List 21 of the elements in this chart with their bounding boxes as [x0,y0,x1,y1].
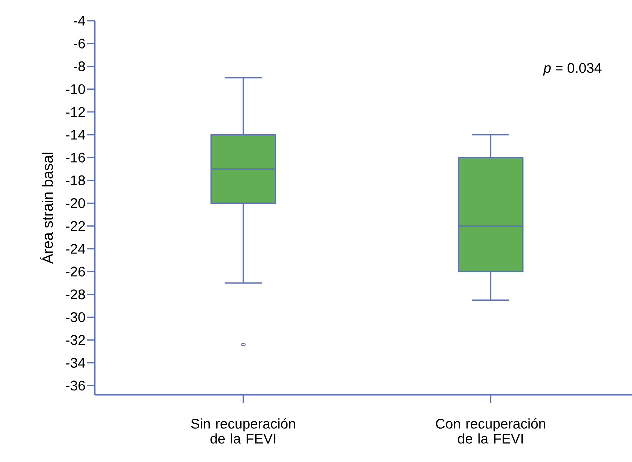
y-tick-label: -8 [74,62,86,72]
y-tick-label: -6 [74,38,86,49]
y-tick-label: -26 [66,266,86,277]
y-tick-label: -12 [66,107,86,118]
x-tick-label: Con recuperación de la FEVI [436,418,546,444]
y-tick-label: -10 [66,84,86,94]
y-axis-title: Área strain basal [40,152,54,264]
y-tick-label: -30 [66,312,86,322]
y-tick-label: -16 [66,152,86,163]
y-tick-label: -18 [66,176,86,186]
y-tick-label: -4 [74,16,86,26]
x-tick-label: Sin recuperación de la FEVI [191,418,296,444]
y-tick-label: -34 [66,358,86,368]
y-tick-label: -14 [66,130,86,140]
y-tick-label: -32 [66,335,86,346]
y-tick-label: -28 [66,290,86,300]
y-tick-label: -20 [66,198,86,208]
annotation: p = 0.034 [543,63,602,76]
y-tick-label: -22 [66,221,86,232]
y-tick-label: -24 [66,244,86,254]
y-tick-label: -36 [66,380,86,391]
